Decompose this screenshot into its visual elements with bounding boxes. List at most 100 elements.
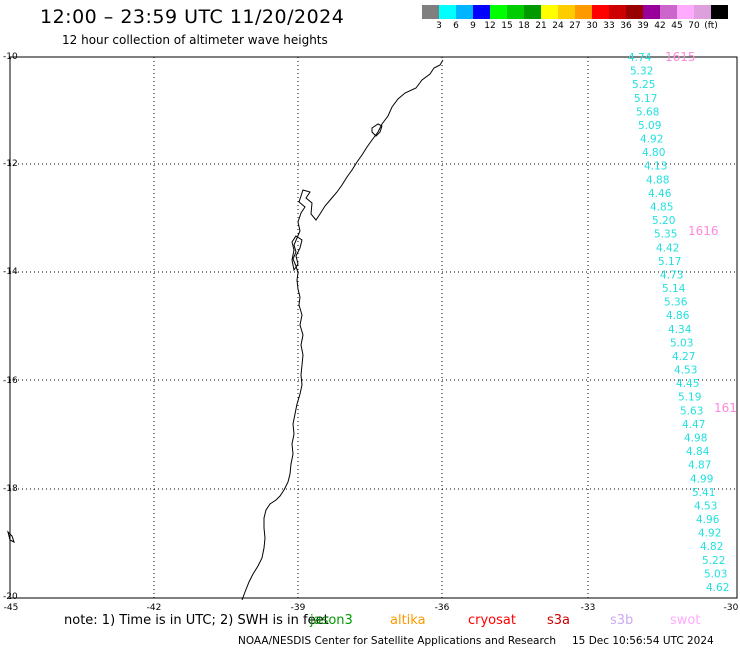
color-swatch [473,5,490,19]
wave-height-value: 4.80 [642,147,665,159]
wave-height-value: 4.99 [690,473,713,485]
lat-label: -16 [3,376,18,386]
map-frame [9,56,738,599]
wave-height-value: 5.63 [680,405,703,417]
color-swatch [524,5,541,19]
wave-height-value: 4.85 [650,201,673,213]
color-swatch [677,5,694,19]
altimeter-pass-times: 1615 1616 161 [665,50,737,415]
color-scale-label: 18 [518,21,530,31]
color-swatch [609,5,626,19]
color-scale-label: 6 [453,21,459,31]
wave-height-value: 4.53 [694,500,717,512]
wave-height-value: 5.68 [636,106,659,118]
coastline-island [7,530,15,543]
satellite-label-jason3: jason3 [310,613,353,628]
color-scale-label: 33 [603,21,615,31]
color-swatch [507,5,524,19]
color-scale-label: 70 [688,21,700,31]
coastline-mainland [241,59,444,601]
coastline-inlet [291,235,303,272]
color-scale-label: (ft) [704,21,718,31]
lat-label: -20 [3,592,18,602]
pass-time-label: 161 [714,401,737,415]
credit-text: NOAA/NESDIS Center for Satellite Applica… [238,635,556,647]
color-scale-label: 3 [436,21,442,31]
satellite-label-s3b: s3b [610,613,634,628]
wave-height-value: 4.92 [640,134,663,146]
color-swatch [592,5,609,19]
generated-timestamp: 15 Dec 10:56:54 UTC 2024 [572,635,714,647]
satellite-label-swot: swot [670,613,701,628]
wave-height-value: 4.74 [628,52,652,64]
wave-height-value: 4.47 [682,419,705,431]
wave-height-value: 4.86 [666,310,690,322]
color-scale-label: 39 [637,21,649,31]
color-scale-label: 24 [552,21,564,31]
wave-height-value: 5.22 [702,555,725,567]
satellite-label-cryosat: cryosat [468,613,516,628]
wave-height-value: 4.45 [676,378,699,390]
wave-height-value: 4.92 [698,528,721,540]
credit-line: NOAA/NESDIS Center for Satellite Applica… [238,635,714,647]
color-scale-labels: 3 6 9 12 15 18 21 24 27 30 33 36 39 42 45 70 (ft) [422,21,740,33]
satellite-label-s3a: s3a [547,613,571,628]
color-scale-label: 45 [671,21,683,31]
lon-label: -36 [434,603,450,613]
wave-height-value: 5.14 [662,283,686,295]
lat-label: -10 [3,52,18,62]
map-subtitle: 12 hour collection of altimeter wave hei… [62,33,328,47]
pass-time-label: 1616 [688,224,719,238]
wave-height-value: 4.96 [696,514,720,526]
color-scale-label: 42 [654,21,666,31]
wave-height-value: 4.82 [700,541,723,553]
wave-height-value: 4.98 [684,433,707,445]
wave-height-color-scale [422,5,728,19]
lat-label: -14 [3,267,18,277]
color-scale-label: 15 [501,21,513,31]
lat-label: -18 [3,484,18,494]
wave-height-value: 5.36 [664,297,688,309]
wave-height-value: 5.17 [634,93,657,105]
altimeter-track-values: 4.745.325.255.175.685.094.924.804.134.88… [628,52,729,594]
wave-height-value: 4.53 [674,365,697,377]
lon-label: -33 [580,603,596,613]
color-swatch [422,5,439,19]
pass-time-label: 1615 [665,50,696,64]
wave-height-value: 5.20 [652,215,675,227]
wave-height-value: 5.17 [658,256,681,268]
wave-height-value: 5.32 [630,66,653,78]
wave-height-value: 4.13 [644,161,667,173]
coastline [7,59,444,601]
color-swatch [490,5,507,19]
satellite-label-altika: altika [390,613,426,628]
color-swatch [456,5,473,19]
wave-height-value: 4.34 [668,324,692,336]
lon-label: -39 [290,603,306,613]
wave-height-value: 5.03 [704,568,727,580]
color-scale-label: 30 [586,21,598,31]
wave-height-value: 5.35 [654,229,677,241]
lon-label: -42 [146,603,162,613]
color-swatch [626,5,643,19]
wave-height-value: 5.09 [638,120,661,132]
lon-label: -30 [723,603,739,613]
wave-height-value: 4.42 [656,242,679,254]
map-title: 12:00 – 23:59 UTC 11/20/2024 [40,6,345,28]
wave-height-value: 5.19 [678,392,701,404]
color-swatch [694,5,711,19]
color-swatch [643,5,660,19]
wave-height-value: 4.73 [660,269,683,281]
wave-height-value: 5.03 [670,337,693,349]
wave-height-value: 4.62 [706,582,729,594]
coastline-bay [371,123,383,137]
color-scale-label: 27 [569,21,581,31]
wave-height-value: 4.84 [686,446,710,458]
color-swatch [558,5,575,19]
color-swatch [660,5,677,19]
color-scale-label: 36 [620,21,632,31]
lat-label: -12 [3,159,18,169]
wave-height-value: 5.41 [692,487,715,499]
wave-height-value: 4.27 [672,351,695,363]
